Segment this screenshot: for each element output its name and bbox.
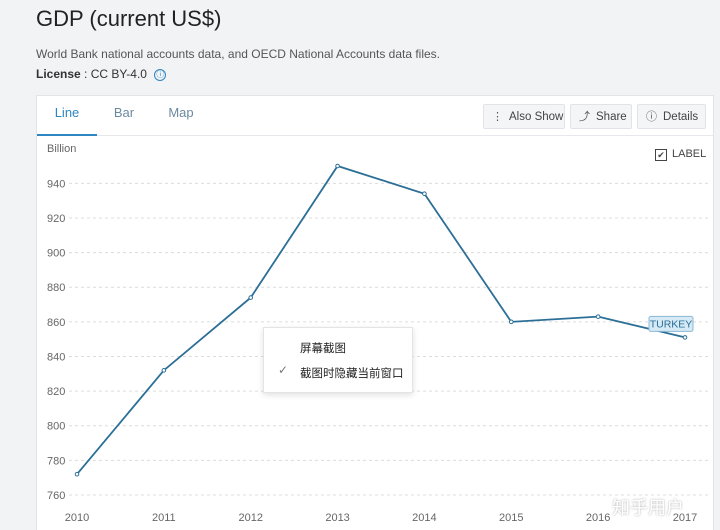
y-tick-label: 780	[47, 455, 65, 467]
share-label: Share	[596, 111, 627, 123]
y-axis-label: Billion	[47, 143, 76, 155]
x-tick-label: 2017	[673, 512, 697, 524]
watermark: 知乎用户	[612, 498, 684, 518]
info-icon: ⓘ	[646, 111, 657, 123]
x-tick-label: 2010	[65, 512, 89, 524]
data-point	[508, 319, 514, 325]
series-label-box	[648, 315, 694, 332]
data-point	[682, 335, 688, 340]
license-line: License : CC BY-4.0 ⓘ	[36, 67, 167, 81]
series-label: TURKEY	[650, 318, 693, 330]
chart-card: Line Bar Map ⋮ Also Show ⤴ Share ⓘ Details …	[36, 95, 714, 530]
more-vertical-icon: ⋮	[492, 111, 503, 123]
data-point	[248, 295, 254, 300]
page-subtitle: World Bank national accounts data, and O…	[36, 47, 441, 61]
share-button[interactable]: ⤴ Share	[570, 104, 632, 129]
x-tick-label: 2015	[499, 512, 523, 524]
y-tick-label: 880	[47, 282, 65, 294]
y-tick-label: 800	[47, 421, 65, 433]
data-point	[595, 314, 601, 319]
also-show-label: Also Show	[509, 111, 564, 123]
info-icon[interactable]: ⓘ	[154, 68, 167, 81]
tab-line[interactable]: Line	[37, 96, 97, 136]
share-icon: ⤴	[579, 111, 590, 123]
x-tick-label: 2012	[238, 512, 262, 524]
chart-tabs: Line Bar Map ⋮ Also Show ⤴ Share ⓘ Details	[37, 96, 713, 136]
x-tick-label: 2014	[412, 512, 436, 524]
y-tick-label: 860	[47, 317, 65, 329]
y-tick-label: 820	[47, 386, 65, 398]
context-menu-item-hide-window[interactable]: 截图时隐藏当前窗口	[300, 368, 404, 380]
page-title: GDP (current US$)	[36, 6, 222, 31]
context-menu: 屏幕截图 ✓ 截图时隐藏当前窗口	[263, 327, 413, 393]
data-point	[422, 191, 427, 197]
context-menu-item-screenshot[interactable]: 屏幕截图	[300, 343, 346, 355]
data-point	[335, 163, 340, 169]
y-tick-label: 920	[47, 213, 65, 225]
details-button[interactable]: ⓘ Details	[637, 104, 706, 129]
x-tick-label: 2016	[586, 512, 610, 524]
tab-bar[interactable]: Bar	[113, 105, 135, 120]
label-toggle[interactable]: ✔ LABEL	[655, 148, 706, 161]
y-tick-label: 840	[47, 351, 65, 363]
checkmark-icon: ✓	[278, 363, 289, 377]
x-tick-label: 2013	[325, 512, 349, 524]
details-label: Details	[663, 111, 699, 123]
y-tick-label: 760	[47, 490, 65, 502]
label-toggle-text: LABEL	[672, 148, 707, 160]
series-line-turkey	[76, 164, 686, 475]
data-point	[74, 471, 80, 477]
y-tick-label: 940	[47, 178, 65, 190]
license-label: License	[36, 67, 81, 81]
y-tick-label: 900	[47, 248, 65, 260]
line-chart: Billion 760 780 800 820 840 860 880 900 920 940 201…	[47, 143, 709, 524]
label-checkbox[interactable]: ✔	[655, 149, 667, 161]
x-tick-label: 2011	[152, 512, 176, 524]
tab-map[interactable]: Map	[168, 105, 194, 120]
data-point	[161, 368, 167, 373]
also-show-button[interactable]: ⋮ Also Show	[483, 104, 565, 129]
license-value: : CC BY-4.0	[80, 67, 147, 81]
